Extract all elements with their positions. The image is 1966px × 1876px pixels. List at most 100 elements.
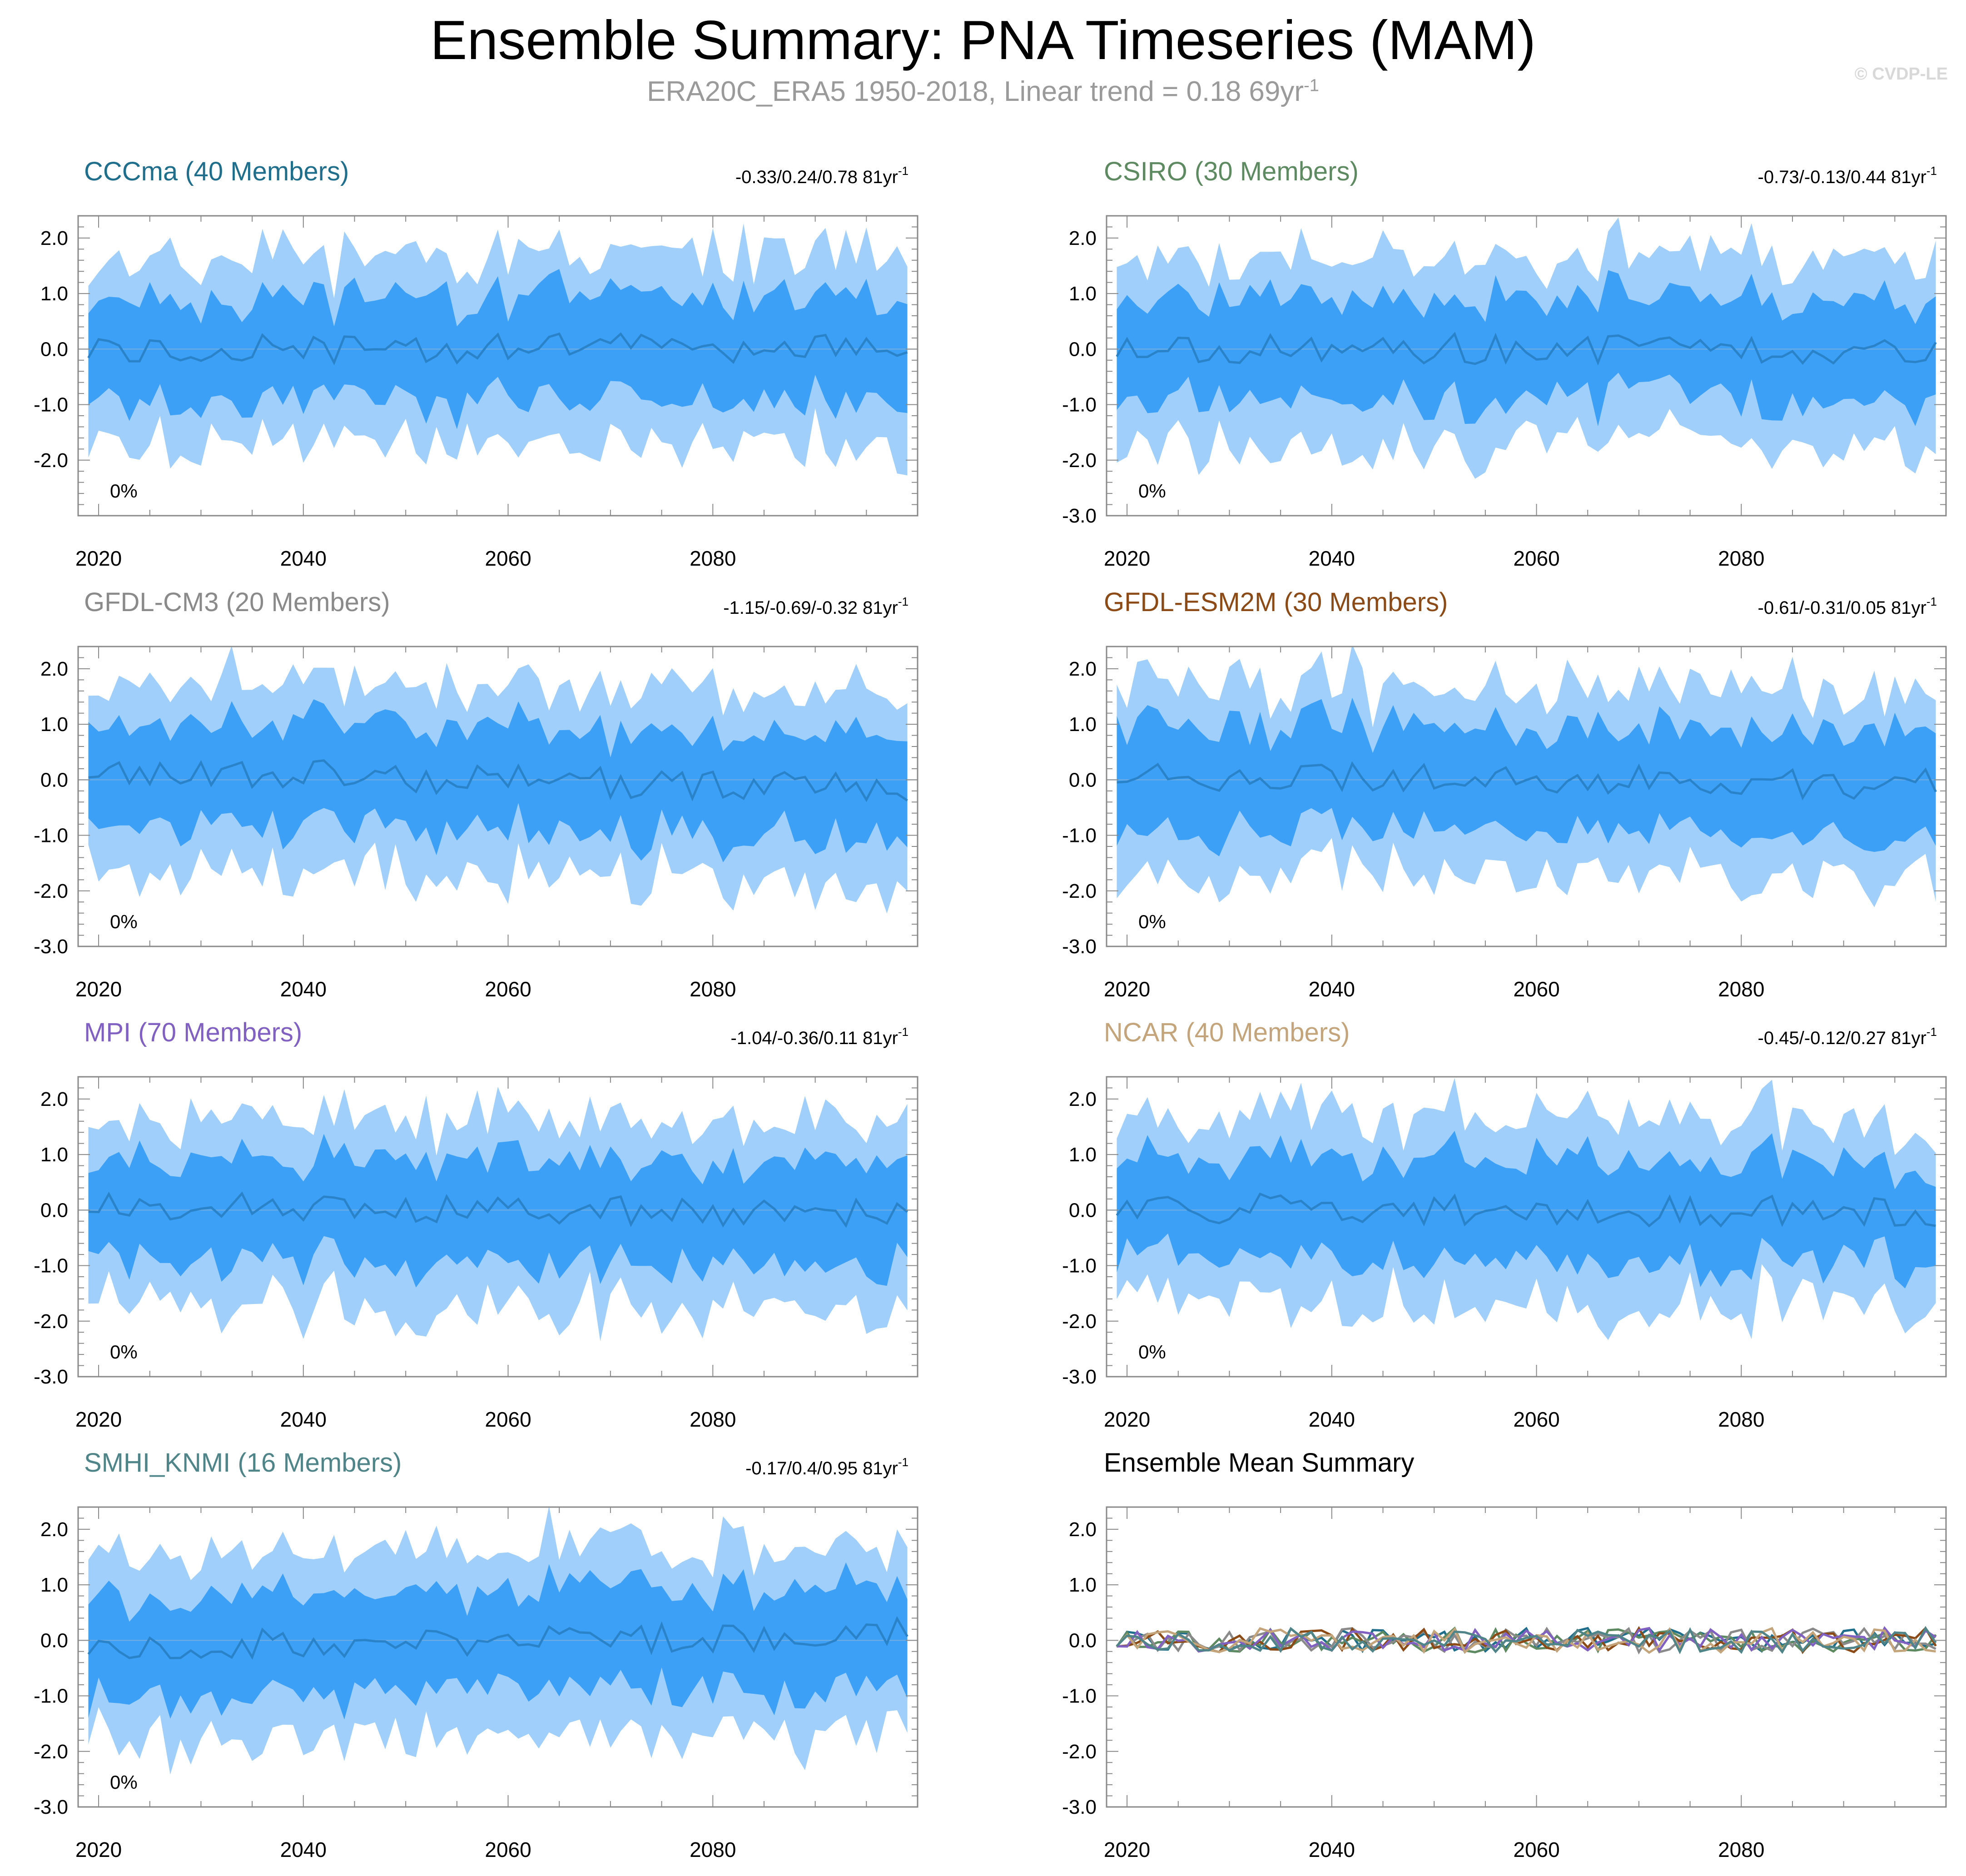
y-tick-label: 0.0	[40, 338, 68, 360]
trend-value: -0.17/0.4/0.95 81yr	[745, 1458, 898, 1478]
x-tick-label: 2020	[1104, 1408, 1150, 1431]
y-tick-label: -3.0	[1062, 1366, 1097, 1388]
x-tick-label: 2080	[1718, 1408, 1764, 1431]
y-tick-label: 2.0	[1069, 1518, 1097, 1541]
y-tick-label: 1.0	[1069, 1574, 1097, 1596]
y-tick-label: 1.0	[40, 1574, 68, 1596]
x-tick-label: 2080	[1718, 1838, 1764, 1861]
y-tick-label: 1.0	[40, 1144, 68, 1166]
subtitle-text: ERA20C_ERA5 1950-2018, Linear trend = 0.…	[647, 76, 1304, 107]
y-tick-label: 1.0	[40, 283, 68, 305]
series-line-mpi	[1117, 1626, 1936, 1653]
y-tick-label: 2.0	[40, 227, 68, 249]
x-tick-label: 2060	[485, 1408, 531, 1431]
inner-range-band	[1117, 270, 1936, 427]
y-tick-label: 2.0	[1069, 227, 1097, 249]
x-tick-label: 2060	[1513, 977, 1559, 1001]
panel-title: GFDL-ESM2M (30 Members)	[1104, 587, 1448, 617]
y-tick-label: -1.0	[1062, 1255, 1097, 1277]
percent-label: 0%	[1138, 480, 1166, 502]
plot-area	[78, 1507, 918, 1775]
trend-value: -0.73/-0.13/0.44 81yr	[1758, 167, 1926, 187]
trend-exponent: -1	[898, 1025, 909, 1039]
panel-title: Ensemble Mean Summary	[1104, 1448, 1414, 1478]
ensemble-mean-line	[88, 1191, 909, 1228]
x-tick-label: 2020	[75, 1408, 122, 1431]
plot-frame	[1106, 1506, 1947, 1808]
chart-panel-7: SMHI_KNMI (16 Members) -0.17/0.4/0.95 81y…	[34, 1448, 918, 1861]
x-tick-label: 2060	[1513, 1408, 1559, 1431]
panel-trend-label: -0.73/-0.13/0.44 81yr-1	[1758, 164, 1937, 187]
y-tick-label: 2.0	[40, 658, 68, 680]
page-subtitle: ERA20C_ERA5 1950-2018, Linear trend = 0.…	[0, 75, 1966, 108]
percent-label: 0%	[110, 480, 138, 502]
y-tick-label: -2.0	[34, 449, 68, 472]
y-tick-label: 1.0	[1069, 283, 1097, 305]
chart-panel-8: Ensemble Mean Summary 2.0 1.0 0.0 -1.0 -2.0 -3…	[1062, 1448, 1947, 1861]
y-tick-label: 0.0	[40, 769, 68, 791]
percent-label: 0%	[110, 1772, 138, 1793]
plot-area	[78, 223, 918, 476]
x-tick-label: 2060	[485, 977, 531, 1001]
series-line-csiro	[1116, 1626, 1937, 1654]
x-tick-label: 2040	[280, 977, 327, 1001]
trend-value: -1.04/-0.36/0.11 81yr	[730, 1028, 898, 1048]
y-tick-label: -2.0	[1062, 1741, 1097, 1763]
y-tick-label: -1.0	[1062, 825, 1097, 847]
x-tick-label: 2040	[1309, 977, 1355, 1001]
x-tick-label: 2080	[1718, 547, 1764, 570]
x-tick-label: 2060	[485, 547, 531, 570]
trend-exponent: -1	[898, 595, 909, 608]
y-tick-label: -2.0	[1062, 880, 1097, 902]
y-tick-label: 0.0	[40, 1629, 68, 1652]
percent-label: 0%	[1138, 911, 1166, 932]
plot-area	[1116, 1626, 1937, 1655]
inner-range-band	[88, 1134, 908, 1288]
plot-area	[1107, 1078, 1946, 1340]
panel-title: SMHI_KNMI (16 Members)	[84, 1448, 402, 1478]
panel-trend-label: -0.61/-0.31/0.05 81yr-1	[1758, 595, 1937, 618]
y-tick-label: 1.0	[1069, 713, 1097, 736]
inner-range-band	[88, 699, 908, 862]
panel-title: GFDL-CM3 (20 Members)	[84, 587, 390, 617]
ensemble-mean-line	[87, 1616, 909, 1660]
series-line-gfdl-cm3	[1117, 1627, 1936, 1655]
panel-trend-label: -1.04/-0.36/0.11 81yr-1	[730, 1025, 909, 1048]
percent-label: 0%	[110, 1341, 138, 1363]
chart-panel-6: NCAR (40 Members) -0.45/-0.12/0.27 81yr-1…	[1062, 1018, 1947, 1431]
y-tick-label: 0.0	[1069, 769, 1097, 791]
panel-title: NCAR (40 Members)	[1104, 1018, 1350, 1047]
y-tick-label: -2.0	[34, 1741, 68, 1763]
plot-frame	[77, 646, 918, 947]
ensemble-mean-line	[1117, 761, 1937, 801]
trend-exponent: -1	[1926, 595, 1937, 608]
y-tick-label: 0.0	[40, 1199, 68, 1221]
x-tick-label: 2040	[1309, 1408, 1355, 1431]
y-tick-label: -1.0	[1062, 394, 1097, 416]
x-tick-label: 2040	[1309, 1838, 1355, 1861]
panel-trend-label: -1.15/-0.69/-0.32 81yr-1	[723, 595, 909, 618]
panel-title: CSIRO (30 Members)	[1104, 157, 1359, 186]
x-tick-label: 2020	[75, 547, 122, 570]
plot-area	[1107, 217, 1946, 479]
x-tick-label: 2040	[280, 1408, 327, 1431]
chart-panel-4: GFDL-ESM2M (30 Members) -0.61/-0.31/0.05 …	[1062, 587, 1947, 1001]
trend-exponent: -1	[1926, 1025, 1937, 1039]
y-tick-label: -2.0	[1062, 1310, 1097, 1333]
plot-area	[78, 647, 918, 914]
subtitle-exponent: -1	[1304, 76, 1319, 95]
y-tick-label: 2.0	[40, 1088, 68, 1110]
x-tick-label: 2080	[690, 977, 736, 1001]
x-tick-label: 2020	[75, 1838, 122, 1861]
y-tick-label: -3.0	[34, 1366, 68, 1388]
plot-frame	[77, 1506, 918, 1808]
panel-title: CCCma (40 Members)	[84, 157, 349, 186]
y-tick-label: -3.0	[1062, 505, 1097, 527]
percent-label: 0%	[1138, 1341, 1166, 1363]
x-tick-label: 2060	[1513, 547, 1559, 570]
trend-exponent: -1	[1926, 164, 1937, 178]
chart-panel-1: CCCma (40 Members) -0.33/0.24/0.78 81yr-1…	[34, 157, 918, 570]
y-tick-label: -1.0	[34, 1685, 68, 1707]
trend-exponent: -1	[898, 164, 909, 178]
panel-title: MPI (70 Members)	[84, 1018, 302, 1047]
